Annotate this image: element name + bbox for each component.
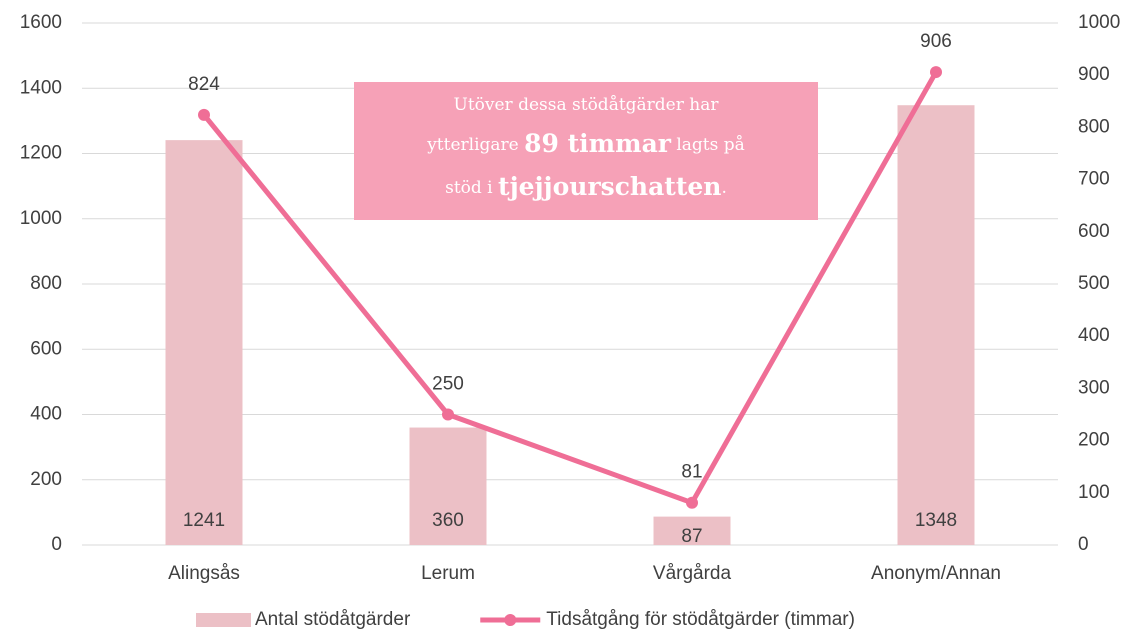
bar bbox=[165, 140, 243, 545]
y2-tick-label: 1000 bbox=[1078, 12, 1120, 33]
y2-tick-label: 600 bbox=[1078, 221, 1110, 242]
line bbox=[202, 70, 939, 506]
bar-value-label: 360 bbox=[432, 510, 464, 531]
line-value-label: 81 bbox=[681, 462, 702, 483]
annotation: ytterligare 89 timmar lagts på bbox=[426, 129, 745, 158]
annotation-text: stöd i bbox=[445, 178, 498, 198]
y2-tick-label: 300 bbox=[1078, 377, 1110, 398]
line-marker bbox=[198, 108, 210, 121]
x-tick-label: Vårgårda bbox=[653, 563, 732, 584]
line-marker bbox=[686, 496, 698, 509]
y-tick-label: 1200 bbox=[20, 143, 62, 164]
annotation: stöd i tjejjourschatten. bbox=[445, 172, 727, 201]
y2-tick-label: 900 bbox=[1078, 64, 1110, 85]
x-tick-label: Alingsås bbox=[168, 563, 240, 584]
y-tick-label: 1600 bbox=[20, 12, 62, 33]
annotation-box bbox=[354, 82, 818, 220]
y-tick-label: 0 bbox=[51, 534, 62, 555]
annotation-text: Utöver dessa stödåtgärder har bbox=[454, 95, 720, 115]
y2-tick-label: 400 bbox=[1078, 325, 1110, 346]
line-marker bbox=[930, 66, 942, 79]
y-tick-label: 400 bbox=[30, 404, 62, 425]
annotation-text: ytterligare bbox=[426, 135, 524, 155]
bar-value-label: 1348 bbox=[915, 510, 957, 531]
bar bbox=[897, 105, 975, 545]
y-tick-label: 600 bbox=[30, 338, 62, 359]
line-value-label: 824 bbox=[188, 74, 220, 95]
y2-tick-label: 100 bbox=[1078, 482, 1110, 503]
legend-label: Antal stödåtgärder bbox=[255, 609, 411, 630]
x-tick-label: Anonym/Annan bbox=[871, 563, 1001, 584]
line-marker bbox=[442, 408, 454, 421]
annotation: Utöver dessa stödåtgärder har bbox=[454, 95, 720, 115]
legend-label: Tidsåtgång för stödåtgärder (timmar) bbox=[546, 609, 855, 630]
annotation-text: tjejjourschatten bbox=[498, 172, 721, 201]
legend-marker bbox=[504, 614, 517, 626]
bar bbox=[409, 427, 487, 545]
bar-value-label: 87 bbox=[681, 526, 702, 547]
marks bbox=[165, 66, 975, 545]
y2-tick-label: 500 bbox=[1078, 273, 1110, 294]
y2-tick-label: 200 bbox=[1078, 430, 1110, 451]
legend-swatch bbox=[196, 613, 251, 627]
x-tick-label: Lerum bbox=[421, 563, 475, 584]
bar bbox=[653, 516, 731, 545]
line-value-label: 906 bbox=[920, 31, 952, 52]
y2-tick-label: 700 bbox=[1078, 169, 1110, 190]
y2-tick-label: 800 bbox=[1078, 116, 1110, 137]
annotation-text: . bbox=[721, 178, 726, 198]
annotation-text: 89 timmar bbox=[524, 129, 672, 158]
y-tick-label: 1000 bbox=[20, 208, 62, 229]
y-tick-label: 200 bbox=[30, 469, 62, 490]
y-tick-label: 800 bbox=[30, 273, 62, 294]
line-value-label: 250 bbox=[432, 374, 464, 395]
annotation-text: lagts på bbox=[671, 135, 745, 155]
y2-tick-label: 0 bbox=[1078, 534, 1089, 555]
y-tick-label: 1400 bbox=[20, 77, 62, 98]
bar-value-label: 1241 bbox=[183, 510, 225, 531]
